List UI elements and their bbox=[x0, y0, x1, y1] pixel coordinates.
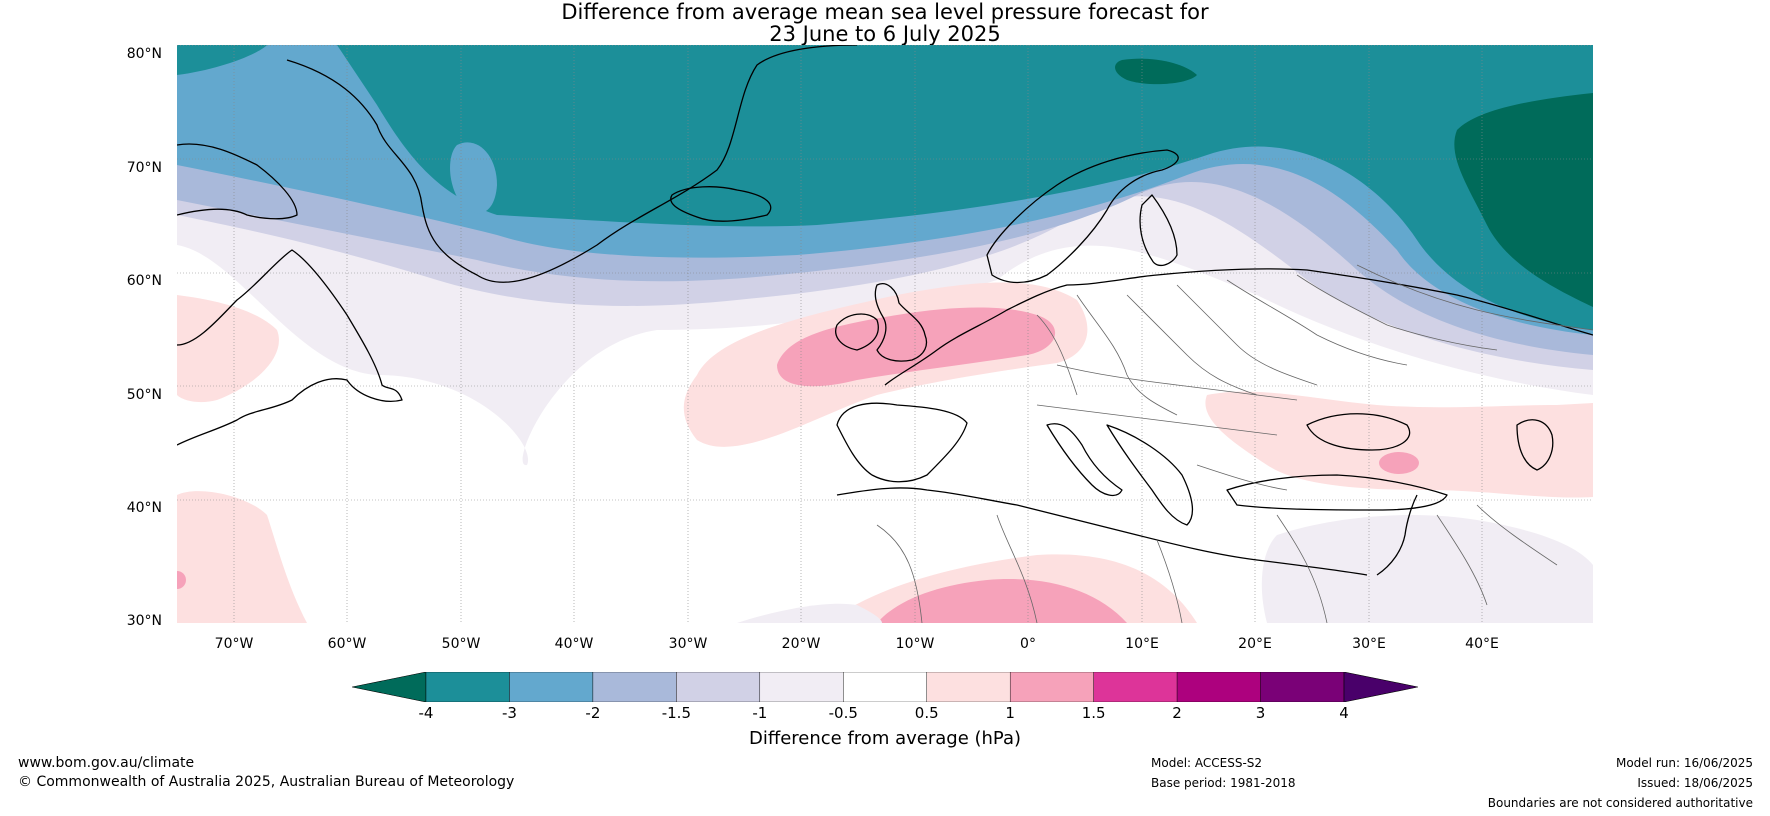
colorbar-tick-label: -1 bbox=[752, 704, 768, 722]
anomaly-band-pos-1-black-sea bbox=[1379, 452, 1419, 474]
coastline-balkans-greece bbox=[1106, 424, 1194, 526]
colorbar-tick-label: -3 bbox=[501, 704, 517, 722]
coastline-turkey bbox=[1226, 474, 1448, 511]
lon-label-10e: 10°E bbox=[1125, 636, 1159, 652]
map-title-line1: Difference from average mean sea level p… bbox=[561, 0, 1209, 24]
base-period-text: Base period: 1981-2018 bbox=[1151, 776, 1296, 790]
anomaly-band-neg-2-patch bbox=[450, 142, 497, 214]
coastline-ireland bbox=[835, 313, 879, 351]
coastlines bbox=[177, 45, 1593, 576]
coastline-labrador bbox=[177, 249, 403, 446]
lon-label-50w: 50°W bbox=[441, 636, 481, 652]
coastline-italy bbox=[1046, 423, 1123, 497]
disclaimer-text: Boundaries are not considered authoritat… bbox=[1487, 796, 1753, 810]
map-title-line2: 23 June to 6 July 2025 bbox=[769, 22, 1001, 46]
lat-label-30n: 30°N bbox=[126, 613, 162, 629]
coastline-baffin bbox=[177, 143, 298, 220]
colorbar-tick-label: 1 bbox=[1005, 704, 1015, 722]
coastline-iberia bbox=[836, 402, 968, 483]
coastline-caspian bbox=[1516, 419, 1554, 471]
coastline-black-sea bbox=[1306, 413, 1411, 451]
colorbar-tick-label: -2 bbox=[585, 704, 601, 722]
coastline-europe-mainland bbox=[884, 268, 1593, 386]
issued-text: Issued: 18/06/2025 bbox=[1637, 776, 1753, 790]
country-borders bbox=[876, 264, 1593, 623]
anomaly-band-neg-3-west bbox=[177, 45, 267, 75]
lat-label-50n: 50°N bbox=[126, 387, 162, 403]
anomaly-band-pos-1-north-africa bbox=[877, 579, 1127, 623]
lon-label-20w: 20°W bbox=[781, 636, 821, 652]
lat-label-70n: 70°N bbox=[126, 160, 162, 176]
lon-label-10w: 10°W bbox=[895, 636, 935, 652]
coastline-great-britain bbox=[874, 283, 928, 362]
lon-label-20e: 20°E bbox=[1238, 636, 1272, 652]
coastline-north-africa bbox=[836, 487, 1368, 576]
colorbar-swatch bbox=[1093, 672, 1178, 702]
colorbar-extend-min bbox=[352, 672, 427, 702]
colorbar-swatch bbox=[425, 672, 510, 702]
coastline-east-med-levant bbox=[1376, 494, 1418, 576]
colorbar-swatch bbox=[1009, 672, 1094, 702]
coastline-scandinavia bbox=[986, 149, 1179, 284]
colorbar-label: Difference from average (hPa) bbox=[748, 728, 1022, 749]
model-run-text: Model run: 16/06/2025 bbox=[1615, 756, 1753, 770]
lon-label-30e: 30°E bbox=[1352, 636, 1386, 652]
colorbar-swatches bbox=[352, 672, 1418, 702]
lat-label-40n: 40°N bbox=[126, 500, 162, 516]
colorbar-swatch bbox=[1260, 672, 1345, 702]
anomaly-band-pos-0.5-southwest bbox=[177, 491, 307, 623]
model-text: Model: ACCESS-S2 bbox=[1151, 756, 1263, 770]
colorbar-swatch bbox=[509, 672, 594, 702]
anomaly-band-pos-1-north-atlantic bbox=[777, 307, 1056, 387]
lat-label-80n: 80°N bbox=[126, 46, 162, 62]
colorbar-swatch bbox=[676, 672, 761, 702]
colorbar-tick-label: -1.5 bbox=[661, 704, 691, 722]
anomaly-band-neg-3 bbox=[337, 45, 1593, 330]
anomaly-band-neg-4-svalbard bbox=[1115, 58, 1197, 85]
colorbar-swatch bbox=[759, 672, 844, 702]
lon-label-40w: 40°W bbox=[554, 636, 594, 652]
anomaly-band-neg-0.5-east-med bbox=[1261, 515, 1593, 623]
colorbar-swatch bbox=[926, 672, 1011, 702]
coastline-finland bbox=[1139, 194, 1178, 267]
pressure-anomaly-map[interactable] bbox=[177, 45, 1593, 623]
anomaly-band-pos-0.5-west bbox=[177, 295, 279, 403]
coastline-greenland bbox=[286, 45, 858, 283]
lon-label-60w: 60°W bbox=[327, 636, 367, 652]
anomaly-band-neg-4-east bbox=[1454, 93, 1593, 307]
colorbar-tick-label: 1.5 bbox=[1081, 704, 1106, 722]
website-text: www.bom.gov.au/climate bbox=[18, 755, 195, 771]
anomaly-band-neg-0.5-sahara bbox=[737, 603, 882, 623]
colorbar-swatch bbox=[1176, 672, 1261, 702]
colorbar-tick-label: -0.5 bbox=[828, 704, 858, 722]
lon-label-30w: 30°W bbox=[668, 636, 708, 652]
colorbar-tick-label: 2 bbox=[1172, 704, 1182, 722]
copyright-text: © Commonwealth of Australia 2025, Austra… bbox=[18, 774, 515, 790]
lon-label-0: 0° bbox=[1020, 636, 1036, 652]
colorbar bbox=[352, 672, 1418, 702]
colorbar-tick-label: 0.5 bbox=[914, 704, 939, 722]
colorbar-tick-label: 4 bbox=[1339, 704, 1349, 722]
lon-label-40e: 40°E bbox=[1465, 636, 1499, 652]
lat-label-60n: 60°N bbox=[126, 273, 162, 289]
colorbar-swatch bbox=[592, 672, 677, 702]
graticule bbox=[177, 45, 1593, 623]
colorbar-extend-max bbox=[1343, 672, 1418, 702]
anomaly-band-pos-1-southwest bbox=[177, 571, 186, 589]
colorbar-tick-label: 3 bbox=[1255, 704, 1266, 722]
coastline-iceland bbox=[670, 186, 772, 222]
colorbar-swatch bbox=[843, 672, 927, 702]
lon-label-70w: 70°W bbox=[214, 636, 254, 652]
colorbar-tick-label: -4 bbox=[418, 704, 434, 722]
